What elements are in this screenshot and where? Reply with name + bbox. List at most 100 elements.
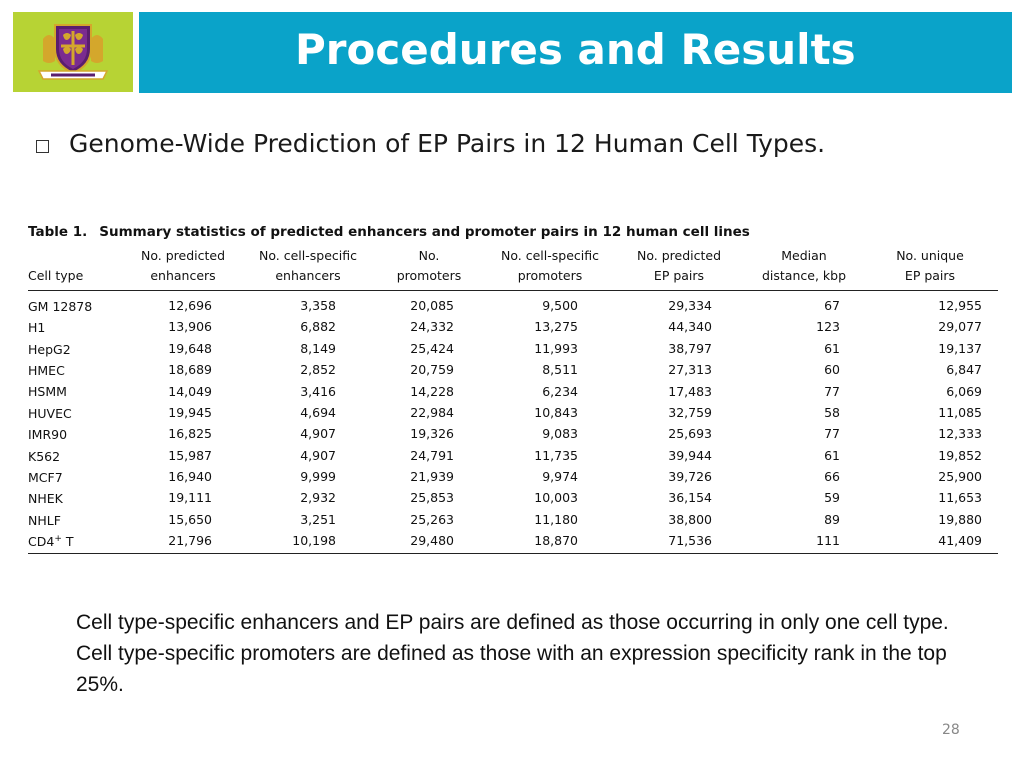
table-cell-value: 25,853	[410, 490, 454, 506]
title-bar: Procedures and Results	[139, 12, 1012, 93]
cell-type-label: IMR90	[28, 427, 68, 443]
cell-type-label: HepG2	[28, 341, 71, 357]
column-header-line2: promoters	[517, 268, 583, 283]
column-header-line1: No. unique	[896, 248, 964, 263]
table-cell-value: 24,791	[410, 447, 454, 463]
table-cell-value: 38,800	[668, 511, 712, 527]
table-cell-value: 19,137	[938, 340, 982, 356]
table-label: Table 1.	[28, 224, 88, 240]
column-header-line1: No.	[418, 248, 440, 263]
table-cell-value: 17,483	[668, 383, 712, 399]
table-cell-value: 18,870	[534, 533, 578, 549]
bullet-item: Genome-Wide Prediction of EP Pairs in 12…	[36, 124, 825, 164]
column-header-line2: EP pairs	[904, 268, 956, 283]
cell-type-label: GM 12878	[28, 299, 93, 315]
table-cell-value: 15,650	[168, 511, 212, 527]
table-cell-value: 12,955	[938, 298, 982, 314]
table-row: MCF7 16,940 9,999 21,939 9,974 39,726 66 25,900	[28, 466, 998, 487]
page-title: Procedures and Results	[295, 25, 856, 74]
table-cell-value: 14,228	[410, 383, 454, 399]
cell-type-name: GM 12878	[28, 291, 120, 317]
table-row: HMEC 18,689 2,852 20,759 8,511 27,313 60 6,847	[28, 359, 998, 380]
table-row: NHLF 15,650 3,251 25,263 11,180 38,800 89 19,88…	[28, 509, 998, 530]
column-header: No. unique EP pairs	[862, 246, 998, 291]
cell-type-superscript: +	[54, 533, 62, 544]
table-cell-value: 19,648	[168, 340, 212, 356]
table-cell-value: 111	[816, 533, 840, 549]
table-cell-value: 6,847	[946, 362, 982, 378]
table-cell-value: 4,907	[300, 426, 336, 442]
column-header-line2: promoters	[396, 268, 462, 283]
table-row: HUVEC 19,945 4,694 22,984 10,843 32,759 58 11,0…	[28, 402, 998, 423]
table-cell-value: 32,759	[668, 404, 712, 420]
table-row: IMR90 16,825 4,907 19,326 9,083 25,693 77 12,33…	[28, 423, 998, 444]
table-cell-value: 41,409	[938, 533, 982, 549]
table-cell-value: 16,940	[168, 468, 212, 484]
summary-table-figure: Table 1. Summary statistics of predicted …	[28, 224, 998, 554]
cell-type-name: HUVEC	[28, 402, 120, 423]
column-header-line1: No. predicted	[636, 248, 722, 263]
column-header-line1: Median	[781, 248, 827, 263]
table-cell-value: 25,900	[938, 468, 982, 484]
cell-type-name: HSMM	[28, 380, 120, 401]
cell-type-name: K562	[28, 445, 120, 466]
table-cell-value: 60	[824, 362, 840, 378]
column-header-line1: No. cell-specific	[259, 248, 357, 263]
table-cell-value: 66	[824, 468, 840, 484]
table-cell-value: 39,726	[668, 468, 712, 484]
cell-type-label: K562	[28, 448, 61, 464]
cell-type-name: NHLF	[28, 509, 120, 530]
table-cell-value: 61	[824, 340, 840, 356]
cell-type-label: NHLF	[28, 512, 61, 528]
table-cell-value: 25,263	[410, 511, 454, 527]
cell-type-name: NHEK	[28, 487, 120, 508]
logo-panel	[13, 12, 133, 92]
cell-type-label: HMEC	[28, 363, 65, 379]
table-cell-value: 10,003	[534, 490, 578, 506]
table-cell-value: 58	[824, 404, 840, 420]
column-header-line2: enhancers	[150, 268, 216, 283]
table-cell-value: 77	[824, 383, 840, 399]
table-cell-value: 29,077	[938, 319, 982, 335]
table-cell-value: 38,797	[668, 340, 712, 356]
table-cell-value: 67	[824, 298, 840, 314]
cell-type-label: NHEK	[28, 491, 63, 507]
table-cell-value: 9,974	[542, 468, 578, 484]
table-cell-value: 61	[824, 447, 840, 463]
table-cell-value: 19,111	[168, 490, 212, 506]
table-cell-value: 123	[816, 319, 840, 335]
page-number: 28	[942, 722, 960, 738]
table-cell-value: 25,693	[668, 426, 712, 442]
table-cell-value: 27,313	[668, 362, 712, 378]
table-row: HSMM 14,049 3,416 14,228 6,234 17,483 77 6,069	[28, 380, 998, 401]
table-cell-value: 9,083	[542, 426, 578, 442]
cell-type-label: MCF7	[28, 470, 63, 486]
table-row: H1 13,906 6,882 24,332 13,275 44,340 123 29,077	[28, 316, 998, 337]
cell-type-label: HUVEC	[28, 405, 72, 421]
table-cell-value: 10,198	[292, 533, 336, 549]
university-crest-icon	[37, 24, 109, 80]
table-cell-value: 4,694	[300, 404, 336, 420]
table-header-row: Cell type No. predicted enhancers No. cell-…	[28, 246, 998, 291]
table-cell-value: 11,085	[938, 404, 982, 420]
column-header-line2: enhancers	[275, 268, 341, 283]
table-cell-value: 25,424	[410, 340, 454, 356]
column-header-line2: distance, kbp	[761, 268, 847, 283]
table-cell-value: 3,358	[300, 298, 336, 314]
table-cell-value: 2,852	[300, 362, 336, 378]
table-cell-value: 77	[824, 426, 840, 442]
table-caption: Table 1. Summary statistics of predicted …	[28, 224, 998, 240]
table-cell-value: 36,154	[668, 490, 712, 506]
column-header-line2: Cell type	[28, 268, 84, 283]
cell-type-label: CD4	[28, 534, 55, 550]
table-cell-value: 16,825	[168, 426, 212, 442]
table-cell-value: 29,334	[668, 298, 712, 314]
table-cell-value: 11,653	[938, 490, 982, 506]
summary-statistics-table: Cell type No. predicted enhancers No. cell-…	[28, 246, 998, 554]
table-row: HepG2 19,648 8,149 25,424 11,993 38,797 61 19,1…	[28, 338, 998, 359]
table-row: CD4+ T 21,796 10,198 29,480 18,870 71,536 111 4…	[28, 530, 998, 554]
table-cell-value: 22,984	[410, 404, 454, 420]
table-cell-value: 59	[824, 490, 840, 506]
cell-type-name: HMEC	[28, 359, 120, 380]
column-header: No. cell-specific promoters	[488, 246, 612, 291]
